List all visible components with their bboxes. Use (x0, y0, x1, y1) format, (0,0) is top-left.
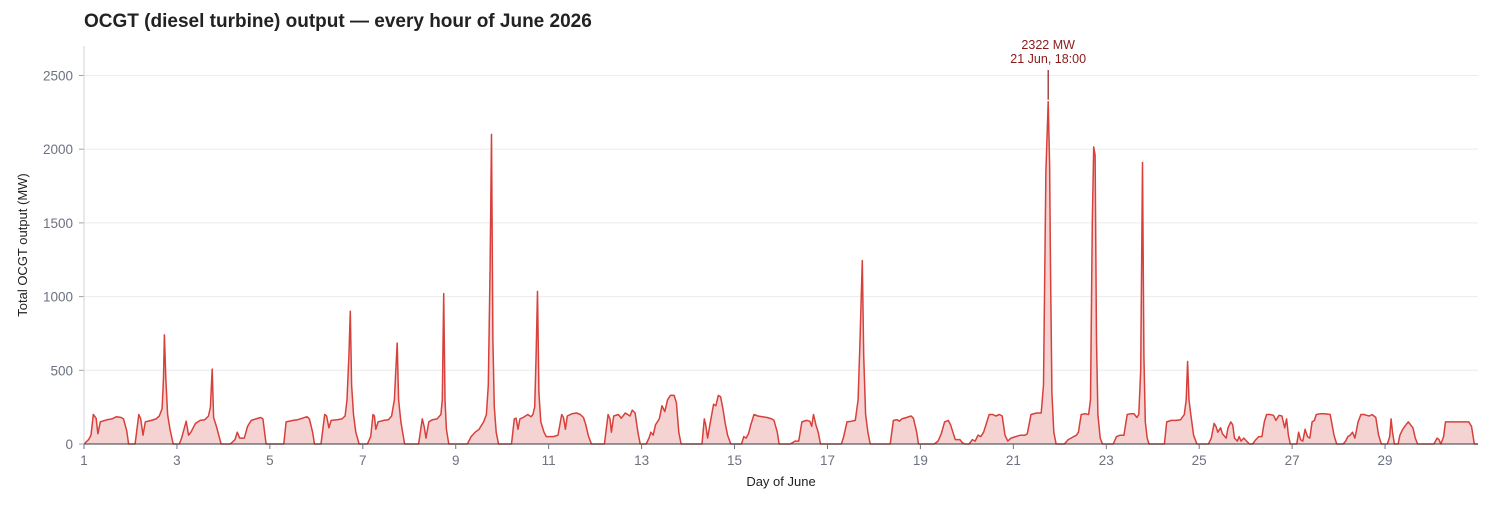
x-tick-label-13: 13 (634, 453, 649, 468)
y-tick-label-2000: 2000 (43, 142, 73, 157)
x-tick-label-5: 5 (266, 453, 274, 468)
x-tick-label-29: 29 (1378, 453, 1393, 468)
x-tick-label-21: 21 (1006, 453, 1021, 468)
chart-title: OCGT (diesel turbine) output — every hou… (84, 11, 592, 32)
peak-annotation: 2322 MW 21 Jun, 18:00 (1010, 38, 1086, 100)
y-tick-label-1000: 1000 (43, 290, 73, 305)
x-tick-label-7: 7 (359, 453, 367, 468)
peak-annotation-value: 2322 MW (1021, 38, 1075, 52)
x-tick-label-9: 9 (452, 453, 460, 468)
y-tick-label-0: 0 (65, 437, 73, 452)
x-tick-label-3: 3 (173, 453, 181, 468)
output-area-layer (83, 100, 1478, 445)
x-tick-label-15: 15 (727, 453, 742, 468)
y-tick-label-2500: 2500 (43, 68, 73, 83)
y-axis-title: Total OCGT output (MW) (15, 173, 30, 317)
x-tick-label-25: 25 (1192, 453, 1207, 468)
x-tick-label-1: 1 (80, 453, 88, 468)
peak-annotation-time: 21 Jun, 18:00 (1010, 52, 1086, 66)
x-axis-title: Day of June (746, 474, 815, 489)
x-tick-label-17: 17 (820, 453, 835, 468)
output-area-fill (84, 101, 1478, 444)
x-tick-label-27: 27 (1285, 453, 1300, 468)
gridlines (84, 74, 1478, 371)
x-tick-label-11: 11 (542, 453, 556, 468)
x-tick-label-19: 19 (913, 453, 928, 468)
x-tick-label-23: 23 (1099, 453, 1114, 468)
y-tick-label-500: 500 (50, 363, 73, 378)
y-tick-label-1500: 1500 (43, 216, 73, 231)
output-line (83, 100, 1478, 445)
